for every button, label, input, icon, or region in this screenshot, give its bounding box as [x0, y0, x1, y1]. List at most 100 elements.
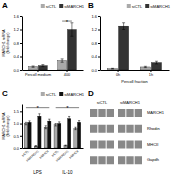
- x-axis: Percoll medium400: [23, 70, 84, 77]
- blot-band: [107, 141, 114, 149]
- legend-label: siCTL: [46, 4, 57, 9]
- x-tick-mark: [118, 70, 119, 72]
- bar: [38, 116, 41, 148]
- y-tick-label: 0.4: [91, 54, 97, 59]
- y-tick: 1.2: [13, 27, 22, 32]
- plot-marks: [29, 23, 77, 70]
- blot-band: [98, 141, 105, 149]
- y-tick-label: 0.0: [13, 68, 19, 73]
- blot-band: [98, 156, 105, 164]
- y-tick-mark: [20, 57, 22, 58]
- x-sub-label: siMHCII: [38, 149, 49, 159]
- y-tick-mark: [98, 57, 100, 58]
- bar: [119, 26, 129, 70]
- y-tick: 1.5: [13, 109, 22, 114]
- y-tick-label: 0.4: [13, 54, 19, 59]
- error-bar: [41, 65, 44, 67]
- y-tick-mark: [20, 148, 22, 149]
- y-tick: 1.6: [91, 14, 100, 19]
- error-bar: [38, 114, 40, 119]
- blot-band: [126, 141, 133, 149]
- blot-band: [98, 125, 105, 133]
- blot-band: [126, 125, 133, 133]
- y-tick: 0.5: [13, 134, 22, 139]
- x-axis-line: [23, 70, 84, 71]
- x-tick-label: 400: [64, 73, 70, 77]
- panel-title: A: [2, 1, 8, 10]
- y-axis-line: [22, 105, 23, 149]
- y-axis-title: MARCH1 mRNA(fold change): [2, 112, 10, 139]
- error-bar: [68, 116, 70, 120]
- error-bar: [58, 122, 60, 125]
- y-tick-label: 0.5: [13, 134, 19, 139]
- bar: [34, 146, 37, 148]
- blot-row-label: Rhodin: [147, 126, 160, 131]
- error-bar: [74, 127, 76, 129]
- y-axis-title: MARCH1 mRNA(fold change): [2, 29, 10, 56]
- y-tick: 1.0: [13, 121, 22, 126]
- y-tick: 0.8: [13, 41, 22, 46]
- y-tick-label: 1.0: [13, 121, 19, 126]
- x-axis-line: [101, 70, 170, 71]
- bar: [77, 122, 80, 148]
- legend: siMARCH1siCTL: [41, 92, 85, 97]
- x-tick: 400: [64, 70, 70, 77]
- blot-band: [126, 109, 133, 117]
- legend-label: siMARCH1: [64, 92, 85, 97]
- bar: [44, 127, 47, 148]
- blot-band: [118, 156, 125, 164]
- x-sub-label: siMARCH1: [25, 149, 40, 162]
- error-bar: [111, 68, 114, 70]
- error-bar: [70, 23, 73, 37]
- x-tick-label: 1h: [149, 73, 153, 77]
- blot-column-label: siMARCH1: [120, 100, 141, 105]
- bar: [54, 125, 57, 148]
- y-tick-label: 0.0: [91, 68, 97, 73]
- bar: [58, 124, 61, 148]
- blot-row-label: Gapdh: [147, 157, 159, 162]
- y-tick: 0.0: [13, 68, 22, 73]
- error-bar: [144, 66, 147, 67]
- x-axis: [23, 148, 84, 149]
- x-axis-line: [23, 148, 84, 149]
- panel-title: D: [88, 89, 94, 98]
- y-tick-label: 1.2: [91, 27, 97, 32]
- blot-row-label: MHCII: [147, 142, 158, 147]
- significance-star: *: [66, 19, 69, 25]
- y-tick: 0.4: [91, 54, 100, 59]
- y-tick-mark: [98, 70, 100, 71]
- x-tick: 0h: [116, 70, 120, 77]
- error-bar: [78, 121, 80, 124]
- y-tick-mark: [20, 111, 22, 112]
- y-tick-mark: [98, 30, 100, 31]
- y-tick: 0.4: [13, 54, 22, 59]
- error-bar: [45, 126, 47, 129]
- significance-star: *: [36, 105, 39, 111]
- y-tick-mark: [20, 124, 22, 125]
- blot-band: [90, 125, 97, 133]
- bar: [64, 146, 67, 148]
- blot-band: [98, 109, 105, 117]
- bar: [24, 124, 27, 148]
- y-tick: 0.0: [13, 146, 22, 151]
- legend-swatch: [41, 4, 45, 8]
- y-tick-mark: [98, 16, 100, 17]
- y-tick-mark: [98, 43, 100, 44]
- legend-label: siMARCH1: [150, 4, 171, 9]
- plot-marks: [24, 114, 80, 148]
- y-axis: 0.0 0.5 1.0 1.5: [13, 105, 22, 151]
- y-tick-label: 0.8: [91, 41, 97, 46]
- error-bar: [48, 119, 50, 123]
- blot-band: [118, 109, 125, 117]
- y-tick-mark: [20, 70, 22, 71]
- panel-title: B: [88, 1, 94, 10]
- error-bar: [32, 66, 35, 67]
- x-group-label: LPS: [33, 170, 42, 175]
- x-tick: 1h: [149, 70, 153, 77]
- y-tick: 0.8: [91, 41, 100, 46]
- bar: [140, 67, 150, 70]
- blot-band: [135, 156, 142, 164]
- error-bar: [122, 23, 125, 30]
- legend-label: siCTL: [132, 4, 143, 9]
- blot-band: [135, 125, 142, 133]
